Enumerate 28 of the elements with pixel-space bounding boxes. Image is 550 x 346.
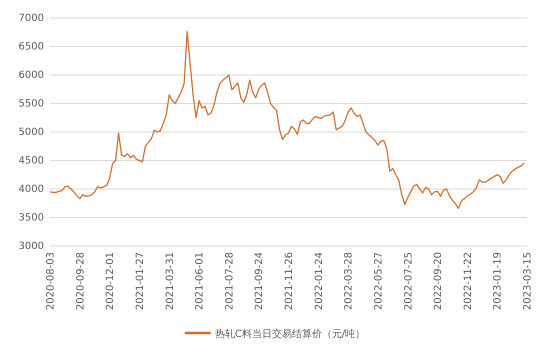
y-tick-label: 5000: [18, 127, 44, 138]
x-tick-label: 2021-03-31: [164, 252, 176, 310]
x-tick-label: 2020-08-03: [46, 252, 56, 310]
x-tick-label: 2020-12-01: [105, 252, 116, 310]
x-tick-label: 2021-07-28: [224, 252, 236, 310]
x-tick-label: 2021-09-24: [254, 252, 266, 310]
y-tick-label: 3500: [18, 212, 44, 224]
y-tick-label: 6500: [18, 42, 44, 53]
x-tick-label: 2022-01-24: [314, 252, 325, 310]
line-series: [49, 31, 525, 210]
y-tick-label: 6000: [18, 70, 44, 82]
x-tick-label: 2021-01-27: [134, 252, 146, 310]
x-tick-label: 2023-03-15: [522, 252, 534, 310]
y-tick-label: 4500: [18, 156, 44, 167]
x-tick-label: 2023-01-19: [492, 252, 504, 310]
x-tick-label: 2022-05-27: [373, 252, 384, 310]
x-tick-label: 2021-06-01: [194, 252, 206, 310]
y-tick-label: 7000: [18, 13, 44, 24]
x-tick-label: 2022-03-28: [344, 252, 355, 310]
y-tick-label: 3000: [18, 241, 44, 252]
x-tick-label: 2021-11-26: [284, 252, 295, 310]
x-tick-label: 2020-09-28: [75, 252, 86, 310]
legend-label: 热轧C料当日交易结算价（元/吨）: [214, 328, 366, 340]
x-tick-label: 2022-09-20: [433, 252, 444, 310]
x-tick-label: 2022-11-22: [462, 252, 474, 310]
x-tick-label: 2022-07-25: [403, 252, 414, 310]
y-tick-label: 4000: [18, 184, 44, 196]
y-tick-label: 5500: [18, 98, 44, 110]
